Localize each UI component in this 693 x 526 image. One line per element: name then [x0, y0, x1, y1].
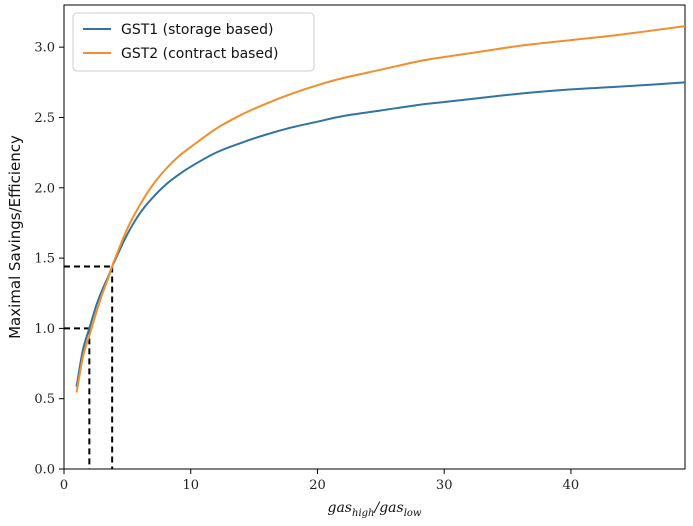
y-tick-label: 0.0	[34, 463, 55, 478]
x-axis-label-separator: /	[372, 500, 380, 516]
legend: GST1 (storage based) GST2 (contract based…	[72, 12, 315, 72]
y-tick-label: 1.5	[34, 252, 55, 267]
legend-label-1: GST1 (storage based)	[121, 22, 273, 38]
x-tick-label: 40	[563, 478, 580, 493]
x-tick-label: 0	[60, 478, 68, 493]
reference-lines	[64, 265, 114, 469]
plot-frame	[63, 4, 686, 470]
y-axis-label: Maximal Savings/Efficiency	[6, 135, 24, 339]
x-axis-label-base2: gas	[379, 500, 404, 516]
legend-box	[72, 12, 315, 72]
y-tick-label: 2.5	[34, 111, 55, 126]
x-axis-label-sub2: low	[404, 508, 422, 519]
x-axis-label-base1: gas	[328, 500, 353, 516]
series-lines	[75, 25, 685, 393]
y-tick-label: 1.0	[34, 322, 55, 337]
x-axis-label: gashigh/gaslow	[328, 500, 422, 519]
y-tick-label: 0.5	[34, 392, 55, 407]
series-line-1	[75, 81, 685, 388]
y-tick-label: 2.0	[34, 181, 55, 196]
x-tick-label: 20	[309, 478, 326, 493]
y-axis-ticks: 0.0 0.5 1.0 1.5 2.0 2.5 3.0	[34, 41, 64, 478]
x-axis-ticks: 0 10 20 30 40	[60, 469, 579, 493]
x-axis-label-sub1: high	[352, 508, 374, 519]
legend-label-2: GST2 (contract based)	[121, 46, 278, 62]
y-tick-label: 3.0	[34, 41, 55, 56]
x-tick-label: 10	[182, 478, 199, 493]
series-line-2	[75, 25, 685, 393]
plot-area	[63, 4, 686, 470]
x-tick-label: 30	[436, 478, 453, 493]
